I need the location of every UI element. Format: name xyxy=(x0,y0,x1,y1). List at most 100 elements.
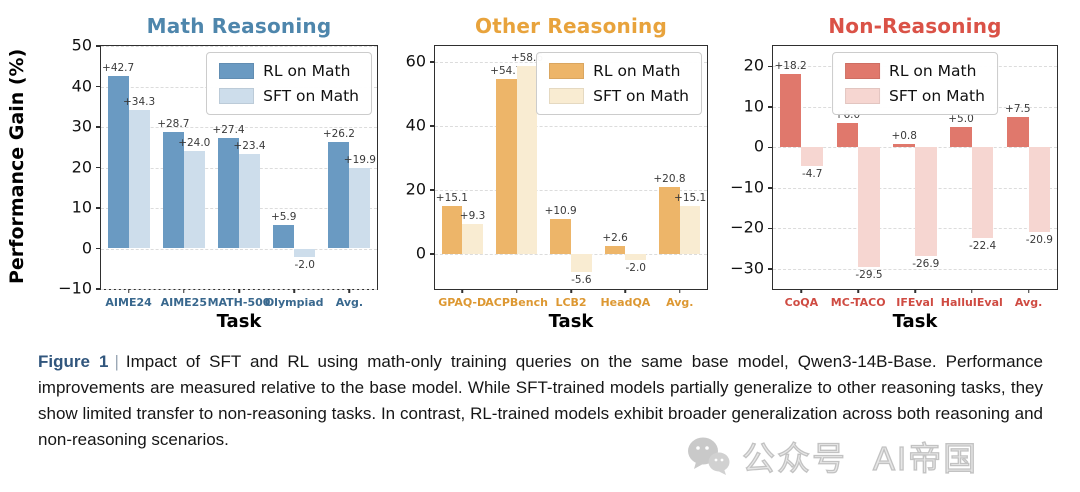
legend-item-label: RL on Math xyxy=(889,62,977,80)
x-tick-mark xyxy=(183,289,185,293)
bar-rl-CoQA xyxy=(779,73,802,148)
x-tick-mark xyxy=(570,289,572,293)
legend-item: SFT on Math xyxy=(845,87,985,105)
bar-value-label: +15.1 xyxy=(435,191,468,204)
y-tick-mark xyxy=(430,253,435,255)
bar-value-label: -29.5 xyxy=(855,268,883,281)
bar-sft-HalluIEval xyxy=(971,147,994,238)
y-tick-label: 10 xyxy=(71,197,92,217)
figure-caption-label: Figure 1 xyxy=(38,352,109,371)
legend-item: RL on Math xyxy=(219,62,359,80)
legend-swatch xyxy=(219,88,255,104)
legend: RL on Math SFT on Math xyxy=(832,52,998,115)
x-tick-mark xyxy=(348,289,351,293)
bar-rl-Avg. xyxy=(1007,116,1029,148)
y-tick-label: 50 xyxy=(71,35,92,55)
x-tick-mark xyxy=(857,289,859,293)
y-tick-mark xyxy=(768,268,773,270)
y-tick-label: 0 xyxy=(753,136,764,156)
legend-item-label: SFT on Math xyxy=(263,87,359,105)
bar-rl-MC-TACO xyxy=(836,122,859,148)
bar-value-label: +28.7 xyxy=(157,118,190,131)
x-tick-label-HeadQA: HeadQA xyxy=(600,296,651,309)
y-tick-label: −10 xyxy=(58,278,92,298)
x-tick-label-AIME24: AIME24 xyxy=(105,296,152,309)
y-tick-mark xyxy=(768,146,773,149)
bar-sft-Avg. xyxy=(349,167,371,249)
x-tick-mark xyxy=(238,289,240,293)
legend-swatch xyxy=(549,88,585,104)
bar-sft-Olympiad xyxy=(294,248,316,257)
bar-value-label: +2.6 xyxy=(602,231,628,244)
y-tick-mark xyxy=(96,45,101,47)
y-tick-mark xyxy=(96,85,101,88)
x-tick-mark xyxy=(293,289,295,293)
legend-item-label: RL on Math xyxy=(593,62,681,80)
legend-item: RL on Math xyxy=(549,62,689,80)
bar-rl-Avg. xyxy=(659,187,680,254)
bar-sft-LCB2 xyxy=(571,253,592,272)
y-tick-mark xyxy=(768,106,773,108)
bar-value-label: +42.7 xyxy=(102,61,135,74)
figure-caption: Figure 1 | Impact of SFT and RL using math… xyxy=(38,349,1043,453)
x-tick-label-AIME25: AIME25 xyxy=(160,296,207,309)
y-tick-label: 40 xyxy=(405,115,426,135)
y-tick-label: 20 xyxy=(743,55,764,75)
y-tick-mark xyxy=(96,288,101,290)
legend-swatch xyxy=(219,63,255,79)
bar-value-label: +27.4 xyxy=(212,123,245,136)
bar-value-label: +0.8 xyxy=(891,130,917,142)
y-tick-label: 20 xyxy=(71,157,92,177)
legend: RL on Math SFT on Math xyxy=(536,52,702,115)
x-tick-mark xyxy=(800,289,803,293)
legend-item: SFT on Math xyxy=(549,87,689,105)
bar-value-label: +19.9 xyxy=(343,153,376,166)
bar-sft-Avg. xyxy=(1028,147,1051,232)
x-tick-mark xyxy=(624,289,627,293)
gridline xyxy=(101,46,377,47)
x-tick-label-Avg.: Avg. xyxy=(1014,296,1043,309)
chart-other-reasoning: Other Reasoning 60 40 20 0 +15.1 +54.7 +10.9 +2.… xyxy=(406,14,708,332)
bar-value-label: +15.1 xyxy=(674,191,707,204)
bar-value-label: +26.2 xyxy=(322,128,355,141)
x-tick-mark xyxy=(971,289,973,293)
x-tick-label-LCB2: LCB2 xyxy=(555,296,587,309)
chart-non-reasoning: Non-Reasoning20100−10−20−30+18.2+6.0+0.8… xyxy=(730,14,1058,332)
y-tick-mark xyxy=(768,65,773,68)
y-tick-label: 20 xyxy=(405,179,426,199)
x-tick-label-MC-TACO: MC-TACO xyxy=(830,296,886,309)
legend-swatch xyxy=(845,63,881,79)
bar-rl-Avg. xyxy=(328,142,350,249)
bar-value-label: +23.4 xyxy=(233,139,266,152)
gridline xyxy=(101,248,377,250)
bar-rl-IFEval xyxy=(893,144,915,148)
x-tick-label-GPAQ-D: GPAQ-D xyxy=(438,296,487,309)
y-tick-mark xyxy=(430,189,435,191)
bar-sft-AIME25 xyxy=(183,151,205,249)
x-tick-label-Avg.: Avg. xyxy=(335,296,364,309)
legend: RL on Math SFT on Math xyxy=(206,52,372,115)
y-tick-mark xyxy=(96,207,101,209)
bar-value-label: +5.9 xyxy=(270,210,297,223)
y-tick-mark xyxy=(768,227,773,230)
bar-value-label: +5.0 xyxy=(948,113,974,125)
y-tick-mark xyxy=(430,125,435,127)
bar-value-label: +24.0 xyxy=(178,137,211,150)
bar-value-label: +7.5 xyxy=(1005,102,1031,115)
x-tick-mark xyxy=(515,289,518,293)
bar-value-label: +18.2 xyxy=(774,59,807,72)
figure-caption-text: Impact of SFT and RL using math-only tra… xyxy=(38,352,1044,449)
x-tick-label-HalluIEval: HalluIEval xyxy=(940,296,1003,309)
x-axis-label: Task xyxy=(216,311,262,332)
x-tick-mark xyxy=(127,289,130,293)
bar-rl-Olympiad xyxy=(273,224,295,249)
bar-value-label: -4.7 xyxy=(801,168,823,181)
chart-title: Other Reasoning xyxy=(475,14,667,38)
bar-sft-IFEval xyxy=(915,147,937,257)
y-tick-label: 60 xyxy=(405,51,426,71)
bar-sft-HeadQA xyxy=(625,253,647,261)
bar-sft-Avg. xyxy=(679,205,701,254)
bar-rl-ACPBench xyxy=(495,78,517,254)
y-tick-label: 0 xyxy=(415,243,426,263)
